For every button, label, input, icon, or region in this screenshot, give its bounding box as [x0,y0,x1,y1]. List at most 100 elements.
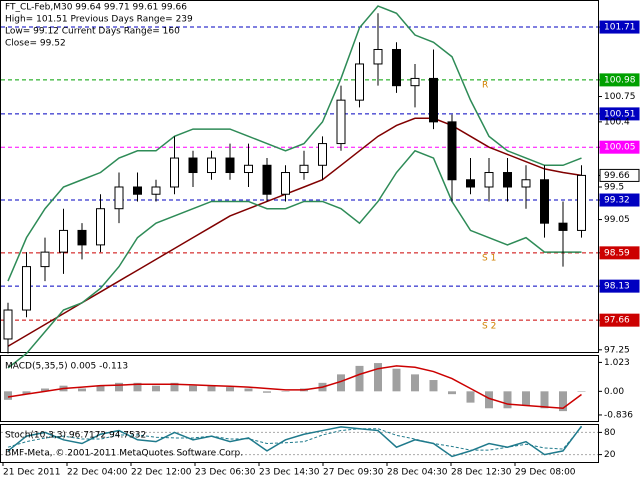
candle-body [540,179,549,224]
macd-bar [22,391,31,395]
candle-body [299,164,309,174]
y-tick-label: 101.71 [604,23,636,33]
y-tick-label: 100.75 [604,92,636,102]
candle-body [225,157,235,174]
macd-bar [485,391,493,409]
level-badge [599,168,640,182]
indicator-line [7,425,583,458]
candle-body [521,179,531,188]
macd-bar [207,385,216,392]
candle-body [429,77,438,123]
stoch-panel [0,424,599,463]
candle-body [410,77,420,87]
candle-body [355,63,364,101]
y-tick-label: 100.51 [604,109,636,119]
indicator-line [7,5,582,282]
candle-body [40,251,50,268]
footer: BMF-Meta, © 2001-2011 MetaQuotes Softwar… [5,449,243,459]
y-tick-label: 99.66 [604,171,630,181]
candle-body [262,164,272,195]
candle-body [447,121,457,181]
x-tick-label: 23 Dec 14:30 [259,468,320,478]
level-badge [599,279,640,293]
macd-bar [522,391,530,406]
symbol-line: FT_CL-Feb,M30 99.64 99.71 99.61 99.66 [5,3,187,13]
candle-body [503,172,512,188]
macd-bar [466,391,475,403]
y-tick-label: 98.59 [604,248,630,258]
macd-bar [281,391,290,392]
indicator-line [7,365,582,410]
candle-body [188,157,198,174]
y-tick-label: 100.4 [604,117,630,127]
y-tick-label: 100.05 [604,143,636,153]
level-badge [599,140,640,154]
level-badge [599,193,640,207]
y-tick-label: 98.13 [604,282,630,292]
macd-bar [78,388,86,392]
candle-body [3,309,13,340]
macd-bar [411,374,419,392]
macd-bar [540,391,549,409]
macd-bar [392,368,401,392]
pivot-label: S 1 [482,254,496,264]
candle-body [281,172,290,195]
stoch-title: Stoch(10,3,3) 96.7172 94.7532 [5,431,146,441]
macd-bar [503,391,512,409]
candle-body [77,229,87,246]
candle-body [22,266,31,311]
level-badge [599,73,640,87]
y-tick-label: 99.32 [604,196,630,206]
pivot-label: S 2 [482,322,496,332]
macd-bar [152,385,160,392]
x-tick-label: 22 Dec 04:00 [67,468,128,478]
macd-title: MACD(5,35,5) 0.005 -0.113 [5,362,128,372]
macd-bar [374,363,382,392]
level-badge [599,20,640,34]
y-tick-label: 20 [604,450,616,460]
x-tick-label: 28 Dec 12:30 [451,468,512,478]
y-tick-label: 80 [604,428,616,438]
macd-bar [337,374,345,392]
candle-body [484,172,494,188]
x-tick-label: 28 Dec 04:30 [387,468,448,478]
candle-body [59,229,68,253]
macd-bar [189,385,197,392]
candle-body [373,48,383,65]
candle-body [577,174,586,231]
macd-bar [263,391,271,393]
pivot-label: R [482,81,488,91]
high-line: High= 101.51 Previous Days Range= 239 [5,15,193,25]
indicator-line [7,149,582,369]
main-panel [0,0,599,353]
level-badge [599,313,640,327]
y-tick-label: 97.25 [604,345,630,355]
x-tick-label: 27 Dec 09:30 [323,468,384,478]
candle-body [207,157,216,174]
candle-body [114,186,124,210]
candle-body [318,143,327,166]
y-tick-label: 100.98 [604,75,636,85]
y-tick-label: 99.5 [604,182,624,192]
candle-body [558,222,568,231]
y-tick-label: 97.66 [604,316,630,326]
indicator-line [7,426,582,451]
candle-body [244,164,253,174]
close-line: Close= 99.52 [5,39,66,49]
macd-bar [448,391,456,395]
candle-body [336,99,346,145]
macd-bar [226,387,234,392]
indicator-line [7,117,582,347]
macd-bar [429,380,438,392]
low-line: Low= 99.12 Current Days Range= 160 [5,27,180,37]
y-tick-label: 99.05 [604,215,630,225]
candle-body [392,48,401,87]
candle-body [96,208,105,246]
macd-bar [244,388,253,392]
macd-bar [577,391,586,392]
candle-body [466,179,475,188]
macd-bar [133,382,142,392]
x-tick-label: 21 Dec 2011 [3,468,61,478]
candle-body [170,157,179,188]
